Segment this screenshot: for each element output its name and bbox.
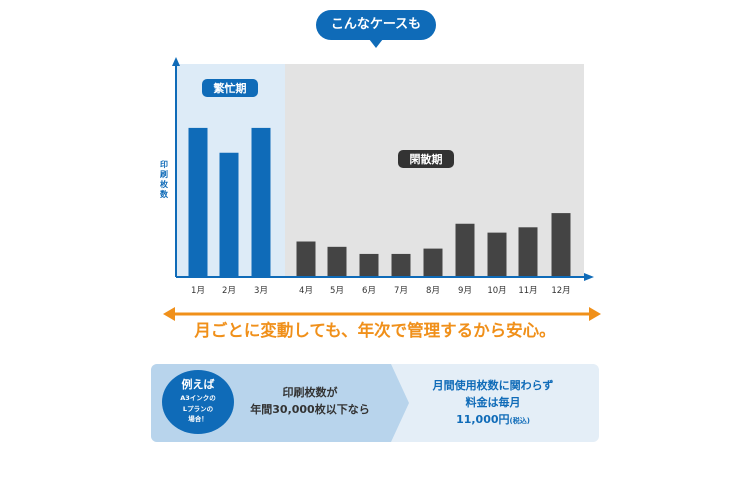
bar-11月 bbox=[518, 227, 538, 277]
badge-line: 場合！ bbox=[188, 415, 208, 423]
bar-9月 bbox=[455, 223, 475, 277]
result-text: 月間使用枚数に関わらず 料金は毎月 11,000円(税込) bbox=[408, 377, 578, 430]
bar-7月 bbox=[391, 253, 411, 277]
condition-text: 印刷枚数が 年間30,000枚以下なら bbox=[240, 384, 380, 418]
x-tick-label: 4月 bbox=[299, 286, 313, 296]
x-tick-label: 12月 bbox=[551, 286, 570, 296]
x-tick-label: 10月 bbox=[487, 286, 506, 296]
x-tick-label: 8月 bbox=[426, 286, 440, 296]
busy-period-label: 繁忙期 bbox=[213, 81, 247, 95]
price: 11,000円 bbox=[456, 413, 510, 426]
x-tick-label: 3月 bbox=[254, 286, 268, 296]
bar-6月 bbox=[359, 253, 379, 277]
x-tick-label: 7月 bbox=[394, 286, 408, 296]
callout-bubble: こんなケースも bbox=[316, 10, 436, 48]
condition-line: 年間30,000枚以下なら bbox=[250, 403, 370, 416]
quiet-period-label: 閑散期 bbox=[410, 152, 443, 166]
bar-5月 bbox=[327, 246, 347, 277]
badge-line: A3インクの bbox=[180, 394, 216, 402]
x-tick-label: 2月 bbox=[222, 286, 236, 296]
bar-2月 bbox=[219, 152, 239, 277]
x-tick-label: 5月 bbox=[330, 286, 344, 296]
x-tick-label: 6月 bbox=[362, 286, 376, 296]
price-note: (税込) bbox=[509, 417, 530, 425]
y-axis-arrow bbox=[172, 57, 180, 66]
price-line: 11,000円(税込) bbox=[408, 411, 578, 430]
badge-line: Lプランの bbox=[182, 404, 214, 413]
result-line: 料金は毎月 bbox=[465, 396, 521, 409]
example-badge: 例えば A3インクの Lプランの 場合！ bbox=[162, 370, 234, 434]
y-axis-label: 印刷枚数 bbox=[160, 160, 168, 199]
bar-8月 bbox=[423, 248, 443, 277]
result-line: 月間使用枚数に関わらず bbox=[432, 379, 554, 392]
bar-3月 bbox=[251, 127, 271, 278]
slogan: 月ごとに変動しても、年次で管理するから安心。 bbox=[194, 321, 556, 340]
condition-line: 印刷枚数が bbox=[282, 386, 338, 399]
badge-title: 例えば bbox=[181, 378, 215, 391]
bar-4月 bbox=[296, 241, 316, 277]
x-tick-label: 11月 bbox=[518, 286, 537, 296]
busy-period-tag bbox=[202, 79, 258, 97]
x-axis-arrow bbox=[584, 273, 594, 281]
x-tick-label: 1月 bbox=[191, 286, 205, 296]
double-arrow-icon bbox=[163, 307, 601, 321]
bar-10月 bbox=[487, 232, 507, 277]
bar-1月 bbox=[188, 127, 208, 278]
bar-12月 bbox=[551, 213, 571, 277]
quiet-period-tag bbox=[398, 150, 454, 168]
quiet-period-background bbox=[285, 64, 584, 277]
x-tick-label: 9月 bbox=[458, 286, 472, 296]
